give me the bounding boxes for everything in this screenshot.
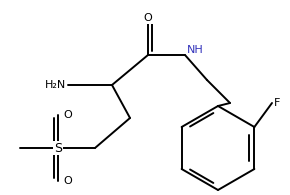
Text: F: F bbox=[274, 98, 281, 108]
Text: O: O bbox=[63, 176, 72, 186]
Text: O: O bbox=[144, 13, 152, 23]
Text: NH: NH bbox=[187, 45, 204, 55]
Text: S: S bbox=[54, 142, 62, 154]
Text: H₂N: H₂N bbox=[45, 80, 66, 90]
Text: O: O bbox=[63, 110, 72, 120]
